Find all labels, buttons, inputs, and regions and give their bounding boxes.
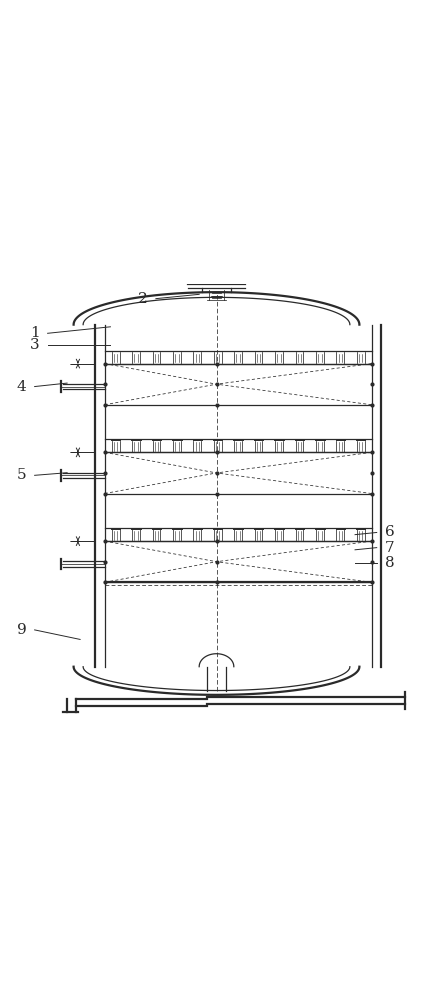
Text: 7: 7: [385, 541, 394, 555]
Text: 3: 3: [30, 338, 39, 352]
Text: 6: 6: [385, 525, 394, 539]
Text: 9: 9: [17, 623, 26, 637]
Text: 8: 8: [385, 556, 394, 570]
Text: 1: 1: [30, 326, 39, 340]
Text: 2: 2: [138, 292, 148, 306]
Text: 4: 4: [17, 380, 26, 394]
Text: 5: 5: [17, 468, 26, 482]
